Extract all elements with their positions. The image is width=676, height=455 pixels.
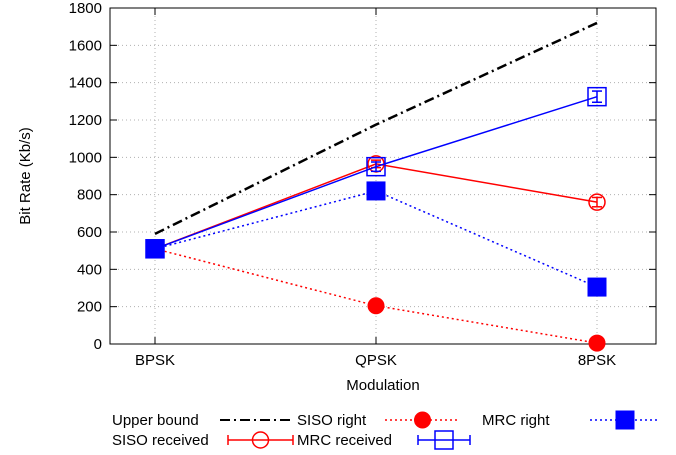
data-point — [367, 297, 385, 315]
series-siso-right — [146, 240, 606, 352]
legend-marker — [414, 411, 431, 429]
legend-label: MRC right — [482, 412, 550, 429]
series-line — [154, 248, 598, 344]
legend-entry: SISO right — [297, 411, 460, 429]
x-tick-label: 8PSK — [578, 352, 616, 369]
series-upper-bound — [154, 21, 598, 235]
legend-entry: MRC right — [482, 410, 660, 430]
legend-marker — [434, 430, 454, 450]
y-tick-label: 200 — [77, 299, 102, 316]
y-tick-label: 1600 — [69, 37, 102, 54]
legend-marker — [251, 431, 270, 449]
y-tick-label: 1400 — [69, 75, 102, 92]
legend-label: SISO right — [297, 412, 367, 429]
x-tick-label: BPSK — [135, 352, 175, 369]
legend-entry: Upper bound — [112, 412, 292, 429]
series-mrc-right — [145, 181, 607, 297]
x-axis-title: Modulation — [346, 377, 419, 394]
y-axis-title: Bit Rate (Kb/s) — [17, 127, 34, 225]
y-tick-label: 400 — [77, 261, 102, 278]
y-tick-label: 1200 — [69, 112, 102, 129]
data-point — [587, 277, 607, 297]
data-point — [366, 156, 386, 177]
legend-entry: MRC received — [297, 430, 471, 450]
y-tick-label: 600 — [77, 224, 102, 241]
series-mrc-received — [145, 86, 607, 259]
data-point — [145, 239, 165, 259]
y-tick-label: 1000 — [69, 149, 102, 166]
data-point — [366, 181, 386, 201]
y-tick-label: 0 — [94, 336, 102, 353]
plot-frame — [109, 7, 657, 345]
series-line — [154, 21, 598, 235]
legend: Upper bound SISO right MRC right SISO recei… — [112, 410, 660, 450]
y-tick-label: 1800 — [69, 0, 102, 17]
y-tick-label: 800 — [77, 187, 102, 204]
series-layer — [145, 21, 607, 352]
data-point — [588, 193, 606, 211]
legend-label: MRC received — [297, 432, 392, 449]
x-tick-label: QPSK — [355, 352, 397, 369]
legend-entry: SISO received — [112, 431, 294, 449]
data-point — [588, 334, 606, 352]
legend-label: SISO received — [112, 432, 209, 449]
legend-marker — [615, 410, 635, 430]
axis-ticks: 0 200 400 600 800 1000 1200 1400 1600 1800 BPSK QPS… — [69, 0, 656, 369]
series-line — [154, 190, 598, 288]
legend-label: Upper bound — [112, 412, 199, 429]
data-point — [587, 86, 607, 107]
